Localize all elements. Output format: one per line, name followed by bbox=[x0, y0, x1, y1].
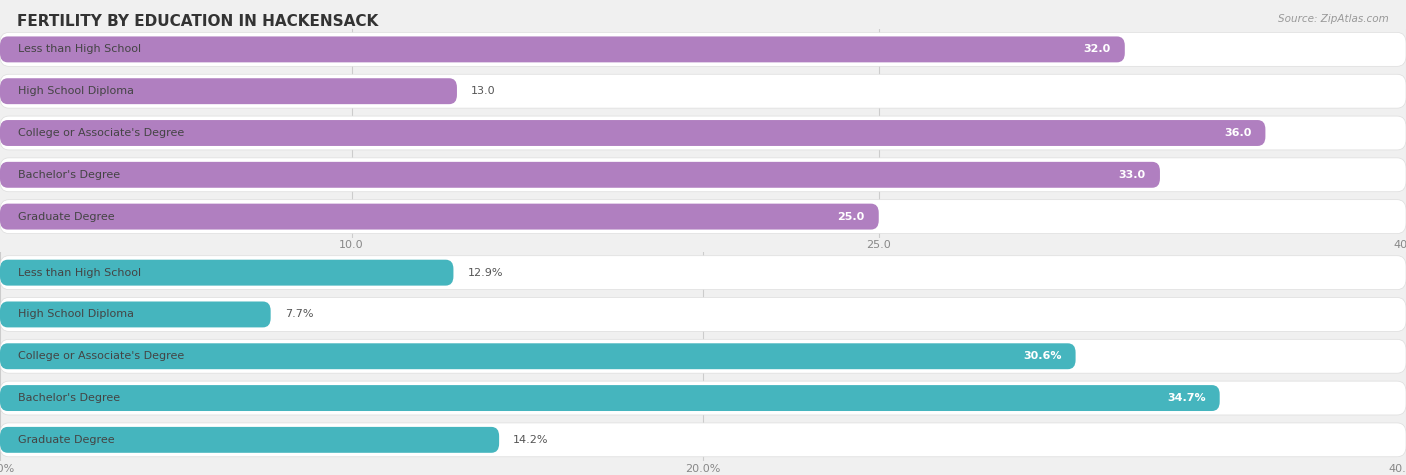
FancyBboxPatch shape bbox=[0, 427, 499, 453]
FancyBboxPatch shape bbox=[0, 37, 1125, 62]
Text: 30.6%: 30.6% bbox=[1024, 351, 1062, 361]
Text: High School Diploma: High School Diploma bbox=[17, 309, 134, 320]
Text: 36.0: 36.0 bbox=[1225, 128, 1251, 138]
FancyBboxPatch shape bbox=[0, 120, 1265, 146]
FancyBboxPatch shape bbox=[0, 78, 457, 104]
FancyBboxPatch shape bbox=[0, 158, 1406, 192]
FancyBboxPatch shape bbox=[0, 32, 1406, 66]
Text: 12.9%: 12.9% bbox=[467, 267, 503, 278]
Text: Bachelor's Degree: Bachelor's Degree bbox=[17, 170, 120, 180]
Text: Source: ZipAtlas.com: Source: ZipAtlas.com bbox=[1278, 14, 1389, 24]
Text: Graduate Degree: Graduate Degree bbox=[17, 211, 114, 222]
Text: 32.0: 32.0 bbox=[1084, 44, 1111, 55]
FancyBboxPatch shape bbox=[0, 339, 1406, 373]
FancyBboxPatch shape bbox=[0, 385, 1220, 411]
Text: 25.0: 25.0 bbox=[838, 211, 865, 222]
Text: College or Associate's Degree: College or Associate's Degree bbox=[17, 128, 184, 138]
FancyBboxPatch shape bbox=[0, 116, 1406, 150]
Text: College or Associate's Degree: College or Associate's Degree bbox=[17, 351, 184, 361]
FancyBboxPatch shape bbox=[0, 256, 1406, 290]
Text: 33.0: 33.0 bbox=[1119, 170, 1146, 180]
Text: Graduate Degree: Graduate Degree bbox=[17, 435, 114, 445]
FancyBboxPatch shape bbox=[0, 297, 1406, 332]
Text: 34.7%: 34.7% bbox=[1167, 393, 1206, 403]
FancyBboxPatch shape bbox=[0, 260, 453, 285]
Text: Less than High School: Less than High School bbox=[17, 267, 141, 278]
Text: 14.2%: 14.2% bbox=[513, 435, 548, 445]
Text: 13.0: 13.0 bbox=[471, 86, 496, 96]
Text: FERTILITY BY EDUCATION IN HACKENSACK: FERTILITY BY EDUCATION IN HACKENSACK bbox=[17, 14, 378, 29]
FancyBboxPatch shape bbox=[0, 200, 1406, 234]
FancyBboxPatch shape bbox=[0, 381, 1406, 415]
Text: Less than High School: Less than High School bbox=[17, 44, 141, 55]
FancyBboxPatch shape bbox=[0, 162, 1160, 188]
Text: High School Diploma: High School Diploma bbox=[17, 86, 134, 96]
FancyBboxPatch shape bbox=[0, 74, 1406, 108]
FancyBboxPatch shape bbox=[0, 302, 270, 327]
Text: Bachelor's Degree: Bachelor's Degree bbox=[17, 393, 120, 403]
FancyBboxPatch shape bbox=[0, 343, 1076, 369]
Text: 7.7%: 7.7% bbox=[284, 309, 314, 320]
FancyBboxPatch shape bbox=[0, 204, 879, 229]
FancyBboxPatch shape bbox=[0, 423, 1406, 457]
